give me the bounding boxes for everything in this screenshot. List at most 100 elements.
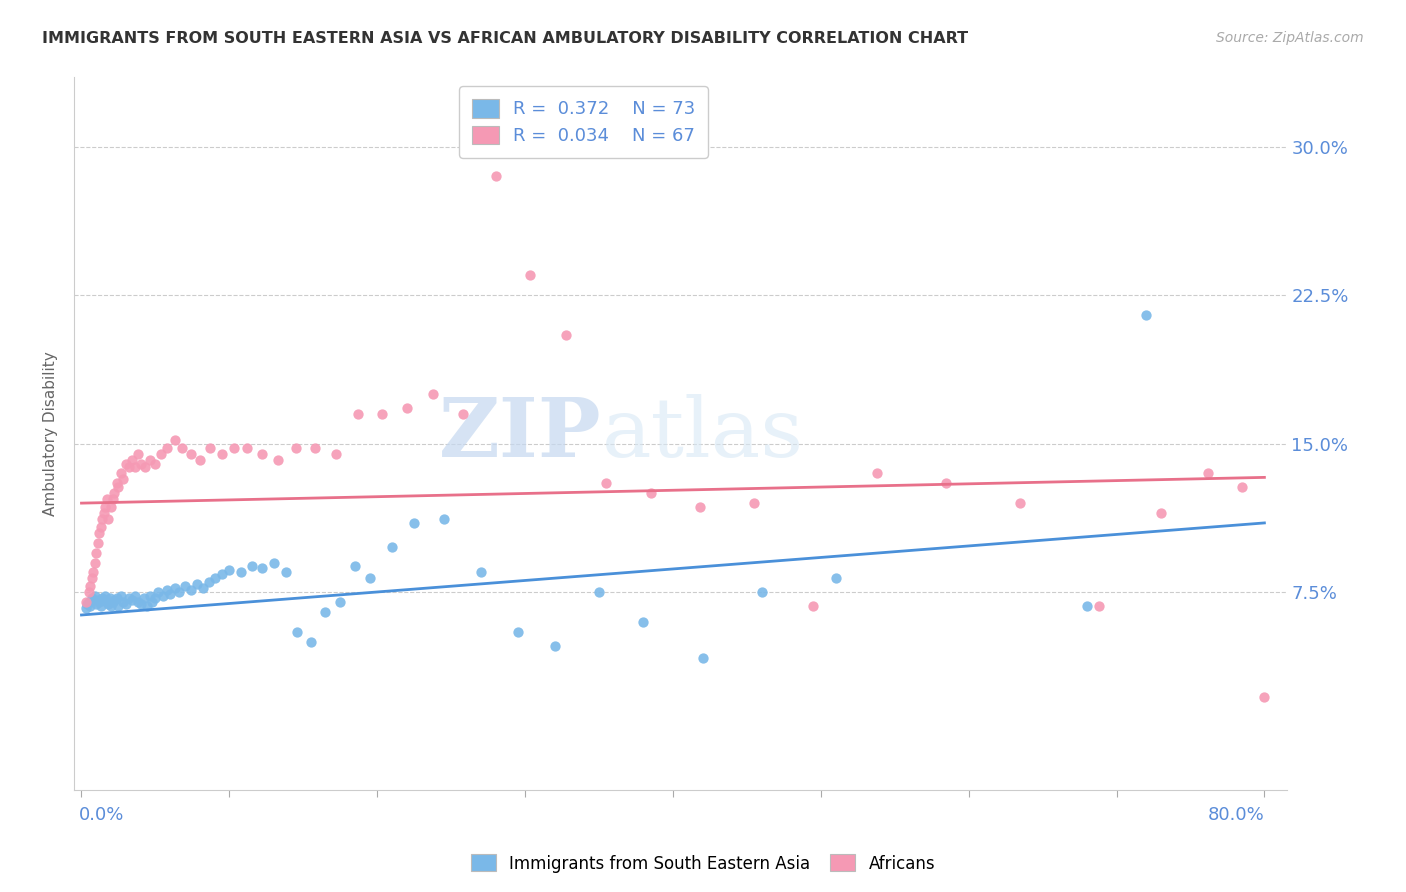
Point	[484, 169, 506, 184]
Point	[163, 433, 186, 447]
Point	[115, 597, 138, 611]
Point	[138, 589, 160, 603]
Text: ZIP: ZIP	[439, 394, 602, 474]
Point	[218, 564, 240, 578]
Point	[75, 601, 97, 615]
Point	[1135, 308, 1157, 322]
Point	[344, 559, 367, 574]
Y-axis label: Ambulatory Disability: Ambulatory Disability	[44, 351, 58, 516]
Point	[285, 624, 308, 639]
Point	[97, 512, 120, 526]
Point	[82, 566, 104, 580]
Point	[304, 441, 326, 455]
Point	[751, 585, 773, 599]
Point	[211, 567, 233, 582]
Point	[145, 591, 167, 606]
Point	[91, 591, 114, 606]
Text: IMMIGRANTS FROM SOUTH EASTERN ASIA VS AFRICAN AMBULATORY DISABILITY CORRELATION : IMMIGRANTS FROM SOUTH EASTERN ASIA VS AF…	[42, 31, 969, 46]
Point	[174, 579, 197, 593]
Point	[132, 591, 155, 606]
Point	[156, 441, 179, 455]
Point	[588, 585, 610, 599]
Point	[105, 591, 128, 606]
Point	[101, 492, 124, 507]
Point	[170, 441, 193, 455]
Point	[135, 599, 157, 613]
Point	[121, 452, 143, 467]
Point	[742, 496, 765, 510]
Point	[87, 593, 110, 607]
Text: 0.0%: 0.0%	[79, 806, 124, 824]
Point	[118, 591, 141, 606]
Point	[124, 460, 146, 475]
Point	[186, 577, 208, 591]
Legend: Immigrants from South Eastern Asia, Africans: Immigrants from South Eastern Asia, Afri…	[464, 847, 942, 880]
Point	[100, 599, 122, 613]
Point	[97, 597, 120, 611]
Point	[118, 460, 141, 475]
Point	[198, 441, 221, 455]
Point	[79, 599, 101, 613]
Point	[470, 566, 492, 580]
Point	[127, 595, 149, 609]
Point	[111, 595, 134, 609]
Point	[236, 441, 259, 455]
Point	[124, 589, 146, 603]
Point	[111, 472, 134, 486]
Point	[121, 593, 143, 607]
Point	[83, 589, 105, 603]
Point	[1253, 690, 1275, 705]
Point	[1088, 599, 1111, 613]
Point	[105, 476, 128, 491]
Point	[141, 595, 163, 609]
Point	[150, 447, 173, 461]
Point	[284, 441, 307, 455]
Point	[156, 583, 179, 598]
Text: 80.0%: 80.0%	[1208, 806, 1264, 824]
Point	[1076, 599, 1098, 613]
Point	[555, 327, 578, 342]
Point	[519, 268, 541, 283]
Point	[77, 585, 100, 599]
Point	[231, 566, 253, 580]
Point	[94, 589, 117, 603]
Text: Source: ZipAtlas.com: Source: ZipAtlas.com	[1216, 31, 1364, 45]
Point	[595, 476, 617, 491]
Point	[422, 387, 444, 401]
Point	[148, 585, 170, 599]
Point	[134, 460, 156, 475]
Point	[115, 457, 138, 471]
Point	[506, 624, 529, 639]
Point	[240, 559, 263, 574]
Point	[395, 401, 418, 415]
Point	[180, 583, 202, 598]
Point	[96, 492, 118, 507]
Point	[75, 595, 97, 609]
Point	[76, 597, 98, 611]
Point	[370, 407, 392, 421]
Point	[692, 650, 714, 665]
Point	[79, 579, 101, 593]
Point	[180, 447, 202, 461]
Point	[127, 447, 149, 461]
Point	[152, 589, 174, 603]
Point	[89, 525, 111, 540]
Point	[689, 500, 711, 514]
Point	[80, 591, 103, 606]
Point	[80, 571, 103, 585]
Point	[90, 599, 112, 613]
Point	[82, 593, 104, 607]
Point	[1010, 496, 1032, 510]
Point	[110, 467, 132, 481]
Point	[1232, 480, 1254, 494]
Point	[250, 447, 273, 461]
Point	[314, 605, 336, 619]
Point	[347, 407, 370, 421]
Point	[191, 581, 214, 595]
Point	[103, 593, 125, 607]
Point	[87, 535, 110, 549]
Point	[84, 546, 107, 560]
Point	[866, 467, 889, 481]
Text: atlas: atlas	[602, 394, 804, 474]
Point	[274, 566, 297, 580]
